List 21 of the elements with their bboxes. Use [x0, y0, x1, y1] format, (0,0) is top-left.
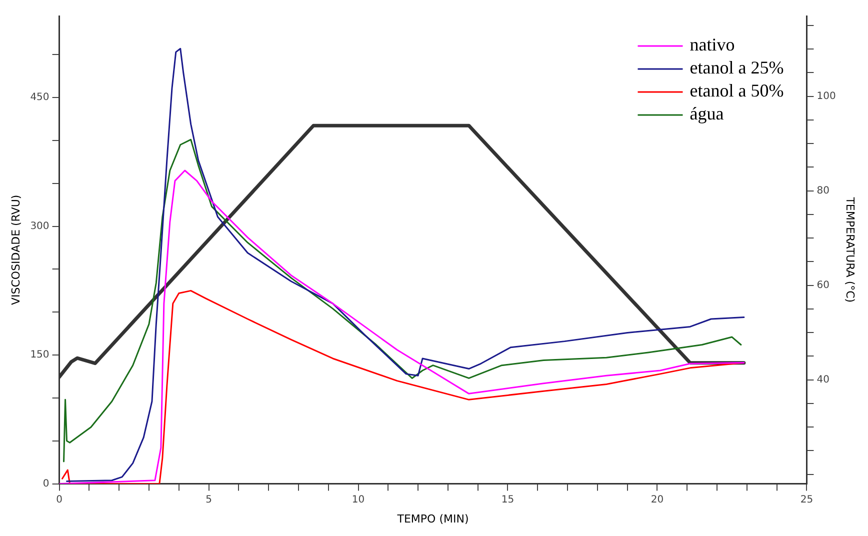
y2-tick-label: 60: [816, 280, 830, 291]
legend-label: água: [690, 104, 724, 124]
x-tick-label: 15: [501, 494, 514, 506]
y2-tick-label: 100: [816, 90, 836, 102]
y2-tick-label: 40: [816, 374, 830, 386]
y-tick-label: 150: [30, 350, 50, 361]
y2-axis-title: TEMPERATURA (°C): [844, 196, 857, 303]
x-axis-title: TEMPO (MIN): [396, 512, 469, 526]
legend-label: etanol a 50%: [690, 80, 784, 101]
y2-tick-label: 80: [816, 185, 830, 196]
y-axis-title: VISCOSIDADE (RVU): [9, 194, 22, 306]
x-tick-label: 10: [352, 494, 365, 506]
legend-label: nativo: [690, 34, 735, 55]
x-tick-label: 20: [650, 494, 664, 506]
y-tick-label: 0: [42, 478, 50, 490]
x-tick-label: 5: [206, 494, 212, 506]
x-tick-label: 0: [56, 494, 62, 506]
x-tick-label: 25: [800, 494, 814, 506]
y-tick-label: 450: [30, 92, 50, 104]
y-tick-label: 300: [30, 220, 50, 232]
legend-label: etanol a 25%: [690, 58, 784, 78]
